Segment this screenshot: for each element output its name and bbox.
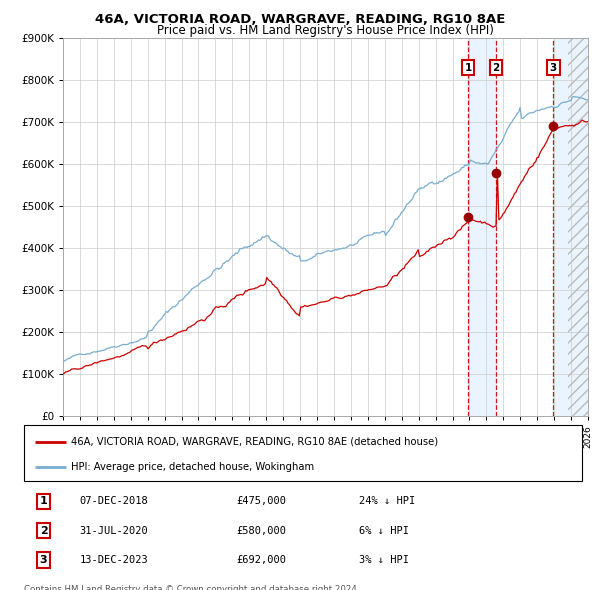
Text: 24% ↓ HPI: 24% ↓ HPI [359,496,415,506]
Text: Contains HM Land Registry data © Crown copyright and database right 2024.
This d: Contains HM Land Registry data © Crown c… [24,585,359,590]
Text: HPI: Average price, detached house, Wokingham: HPI: Average price, detached house, Woki… [71,462,314,472]
Text: £475,000: £475,000 [236,496,286,506]
Text: 1: 1 [464,63,472,73]
Text: 46A, VICTORIA ROAD, WARGRAVE, READING, RG10 8AE: 46A, VICTORIA ROAD, WARGRAVE, READING, R… [95,13,505,26]
Text: 6% ↓ HPI: 6% ↓ HPI [359,526,409,536]
Text: 31-JUL-2020: 31-JUL-2020 [80,526,149,536]
Text: 07-DEC-2018: 07-DEC-2018 [80,496,149,506]
Bar [553,38,588,416]
Text: 3% ↓ HPI: 3% ↓ HPI [359,555,409,565]
Text: 1: 1 [40,496,47,506]
Text: 46A, VICTORIA ROAD, WARGRAVE, READING, RG10 8AE (detached house): 46A, VICTORIA ROAD, WARGRAVE, READING, R… [71,437,439,447]
Text: 13-DEC-2023: 13-DEC-2023 [80,555,149,565]
Title: Price paid vs. HM Land Registry's House Price Index (HPI): Price paid vs. HM Land Registry's House … [157,24,494,37]
Text: 2: 2 [40,526,47,536]
Text: 3: 3 [40,555,47,565]
Text: £692,000: £692,000 [236,555,286,565]
Text: 3: 3 [550,63,557,73]
Text: 2: 2 [493,63,500,73]
FancyBboxPatch shape [24,425,582,481]
Bar [468,38,496,416]
Text: £580,000: £580,000 [236,526,286,536]
